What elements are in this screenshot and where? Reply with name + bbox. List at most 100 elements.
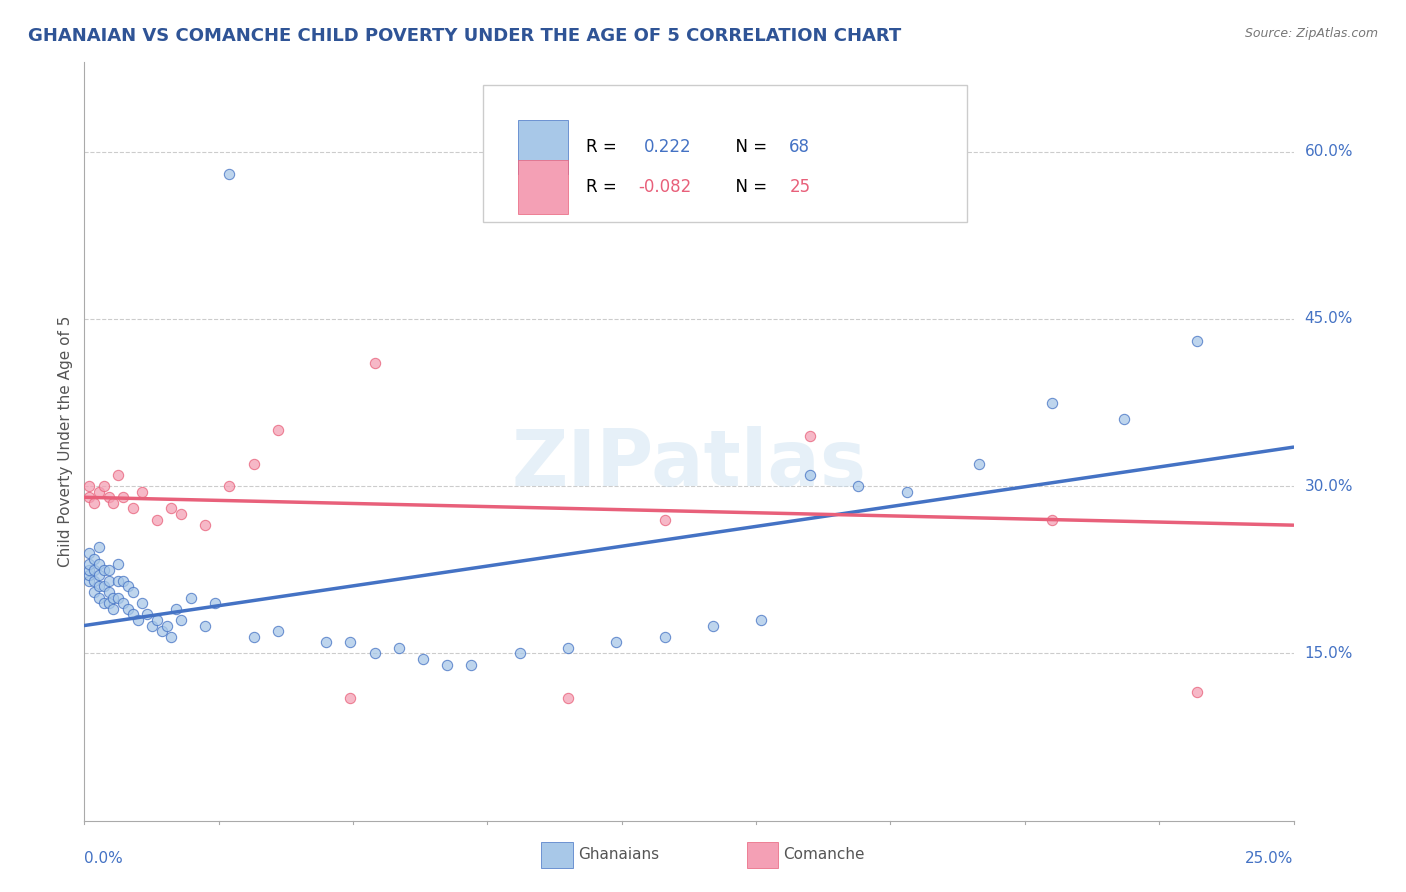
Point xyxy=(557,640,579,655)
Text: 30.0%: 30.0% xyxy=(1305,479,1353,493)
Point xyxy=(267,624,290,639)
Point xyxy=(160,630,183,644)
Point xyxy=(107,574,129,588)
FancyBboxPatch shape xyxy=(519,161,568,214)
Text: Ghanaians: Ghanaians xyxy=(578,847,659,863)
Text: 68: 68 xyxy=(789,138,810,156)
FancyBboxPatch shape xyxy=(484,85,967,221)
Point xyxy=(339,690,361,705)
Point xyxy=(83,574,105,588)
Point xyxy=(107,591,129,605)
Point xyxy=(1185,685,1208,699)
Point xyxy=(117,580,139,594)
Point xyxy=(605,635,627,649)
Point xyxy=(339,635,361,649)
Point xyxy=(165,602,187,616)
Point xyxy=(93,563,115,577)
Point xyxy=(83,496,105,510)
Point xyxy=(87,557,110,572)
Point xyxy=(77,491,100,505)
Point xyxy=(1114,412,1136,426)
Point xyxy=(315,635,337,649)
Text: 25: 25 xyxy=(789,178,810,196)
Point xyxy=(103,602,125,616)
Text: 60.0%: 60.0% xyxy=(1305,145,1353,159)
Point xyxy=(363,356,385,371)
Point xyxy=(97,585,120,599)
Text: ZIPatlas: ZIPatlas xyxy=(512,426,866,502)
Point xyxy=(146,512,169,526)
Text: Comanche: Comanche xyxy=(783,847,865,863)
Text: 15.0%: 15.0% xyxy=(1305,646,1353,661)
Point xyxy=(112,574,135,588)
Point xyxy=(1185,334,1208,349)
Point xyxy=(654,630,676,644)
Point xyxy=(131,484,153,499)
Point xyxy=(83,551,105,566)
FancyBboxPatch shape xyxy=(541,842,572,868)
Point xyxy=(83,585,105,599)
Point xyxy=(155,618,177,632)
Point xyxy=(267,424,290,438)
Point xyxy=(77,479,100,493)
Point xyxy=(170,613,193,627)
Point xyxy=(112,596,135,610)
Point xyxy=(141,618,163,632)
Point xyxy=(83,563,105,577)
Point xyxy=(103,496,125,510)
Point xyxy=(242,630,264,644)
Point xyxy=(77,546,100,560)
Text: 0.222: 0.222 xyxy=(644,138,692,156)
Point xyxy=(436,657,458,672)
Point xyxy=(557,690,579,705)
Point xyxy=(121,607,143,622)
Point xyxy=(967,457,990,471)
FancyBboxPatch shape xyxy=(519,120,568,174)
Point xyxy=(77,574,100,588)
Text: 25.0%: 25.0% xyxy=(1246,851,1294,866)
Text: N =: N = xyxy=(725,178,772,196)
Point xyxy=(846,479,869,493)
Text: N =: N = xyxy=(725,138,772,156)
Point xyxy=(97,491,120,505)
Point xyxy=(1040,395,1063,409)
Point xyxy=(160,501,183,516)
Point xyxy=(97,574,120,588)
Point xyxy=(107,557,129,572)
Text: Source: ZipAtlas.com: Source: ZipAtlas.com xyxy=(1244,27,1378,40)
Point xyxy=(204,596,226,610)
Point xyxy=(388,640,411,655)
Point xyxy=(127,613,149,627)
Point xyxy=(117,602,139,616)
Point xyxy=(87,484,110,499)
Point xyxy=(194,518,217,533)
Text: 45.0%: 45.0% xyxy=(1305,311,1353,326)
Point xyxy=(170,507,193,521)
Point xyxy=(87,591,110,605)
Point xyxy=(77,557,100,572)
Point xyxy=(654,512,676,526)
Text: R =: R = xyxy=(586,178,623,196)
Point xyxy=(412,652,434,666)
Point xyxy=(121,501,143,516)
Point xyxy=(799,429,821,443)
Point xyxy=(218,479,240,493)
FancyBboxPatch shape xyxy=(747,842,779,868)
Point xyxy=(87,580,110,594)
Point xyxy=(87,541,110,555)
Point xyxy=(97,596,120,610)
Point xyxy=(509,646,531,660)
Point xyxy=(121,585,143,599)
Point xyxy=(77,568,100,582)
Text: -0.082: -0.082 xyxy=(638,178,692,196)
Text: GHANAIAN VS COMANCHE CHILD POVERTY UNDER THE AGE OF 5 CORRELATION CHART: GHANAIAN VS COMANCHE CHILD POVERTY UNDER… xyxy=(28,27,901,45)
Text: R =: R = xyxy=(586,138,627,156)
Point xyxy=(93,580,115,594)
Point xyxy=(1040,512,1063,526)
Point xyxy=(242,457,264,471)
Point xyxy=(218,167,240,181)
Y-axis label: Child Poverty Under the Age of 5: Child Poverty Under the Age of 5 xyxy=(58,316,73,567)
Point xyxy=(103,591,125,605)
Point xyxy=(150,624,173,639)
Point xyxy=(97,563,120,577)
